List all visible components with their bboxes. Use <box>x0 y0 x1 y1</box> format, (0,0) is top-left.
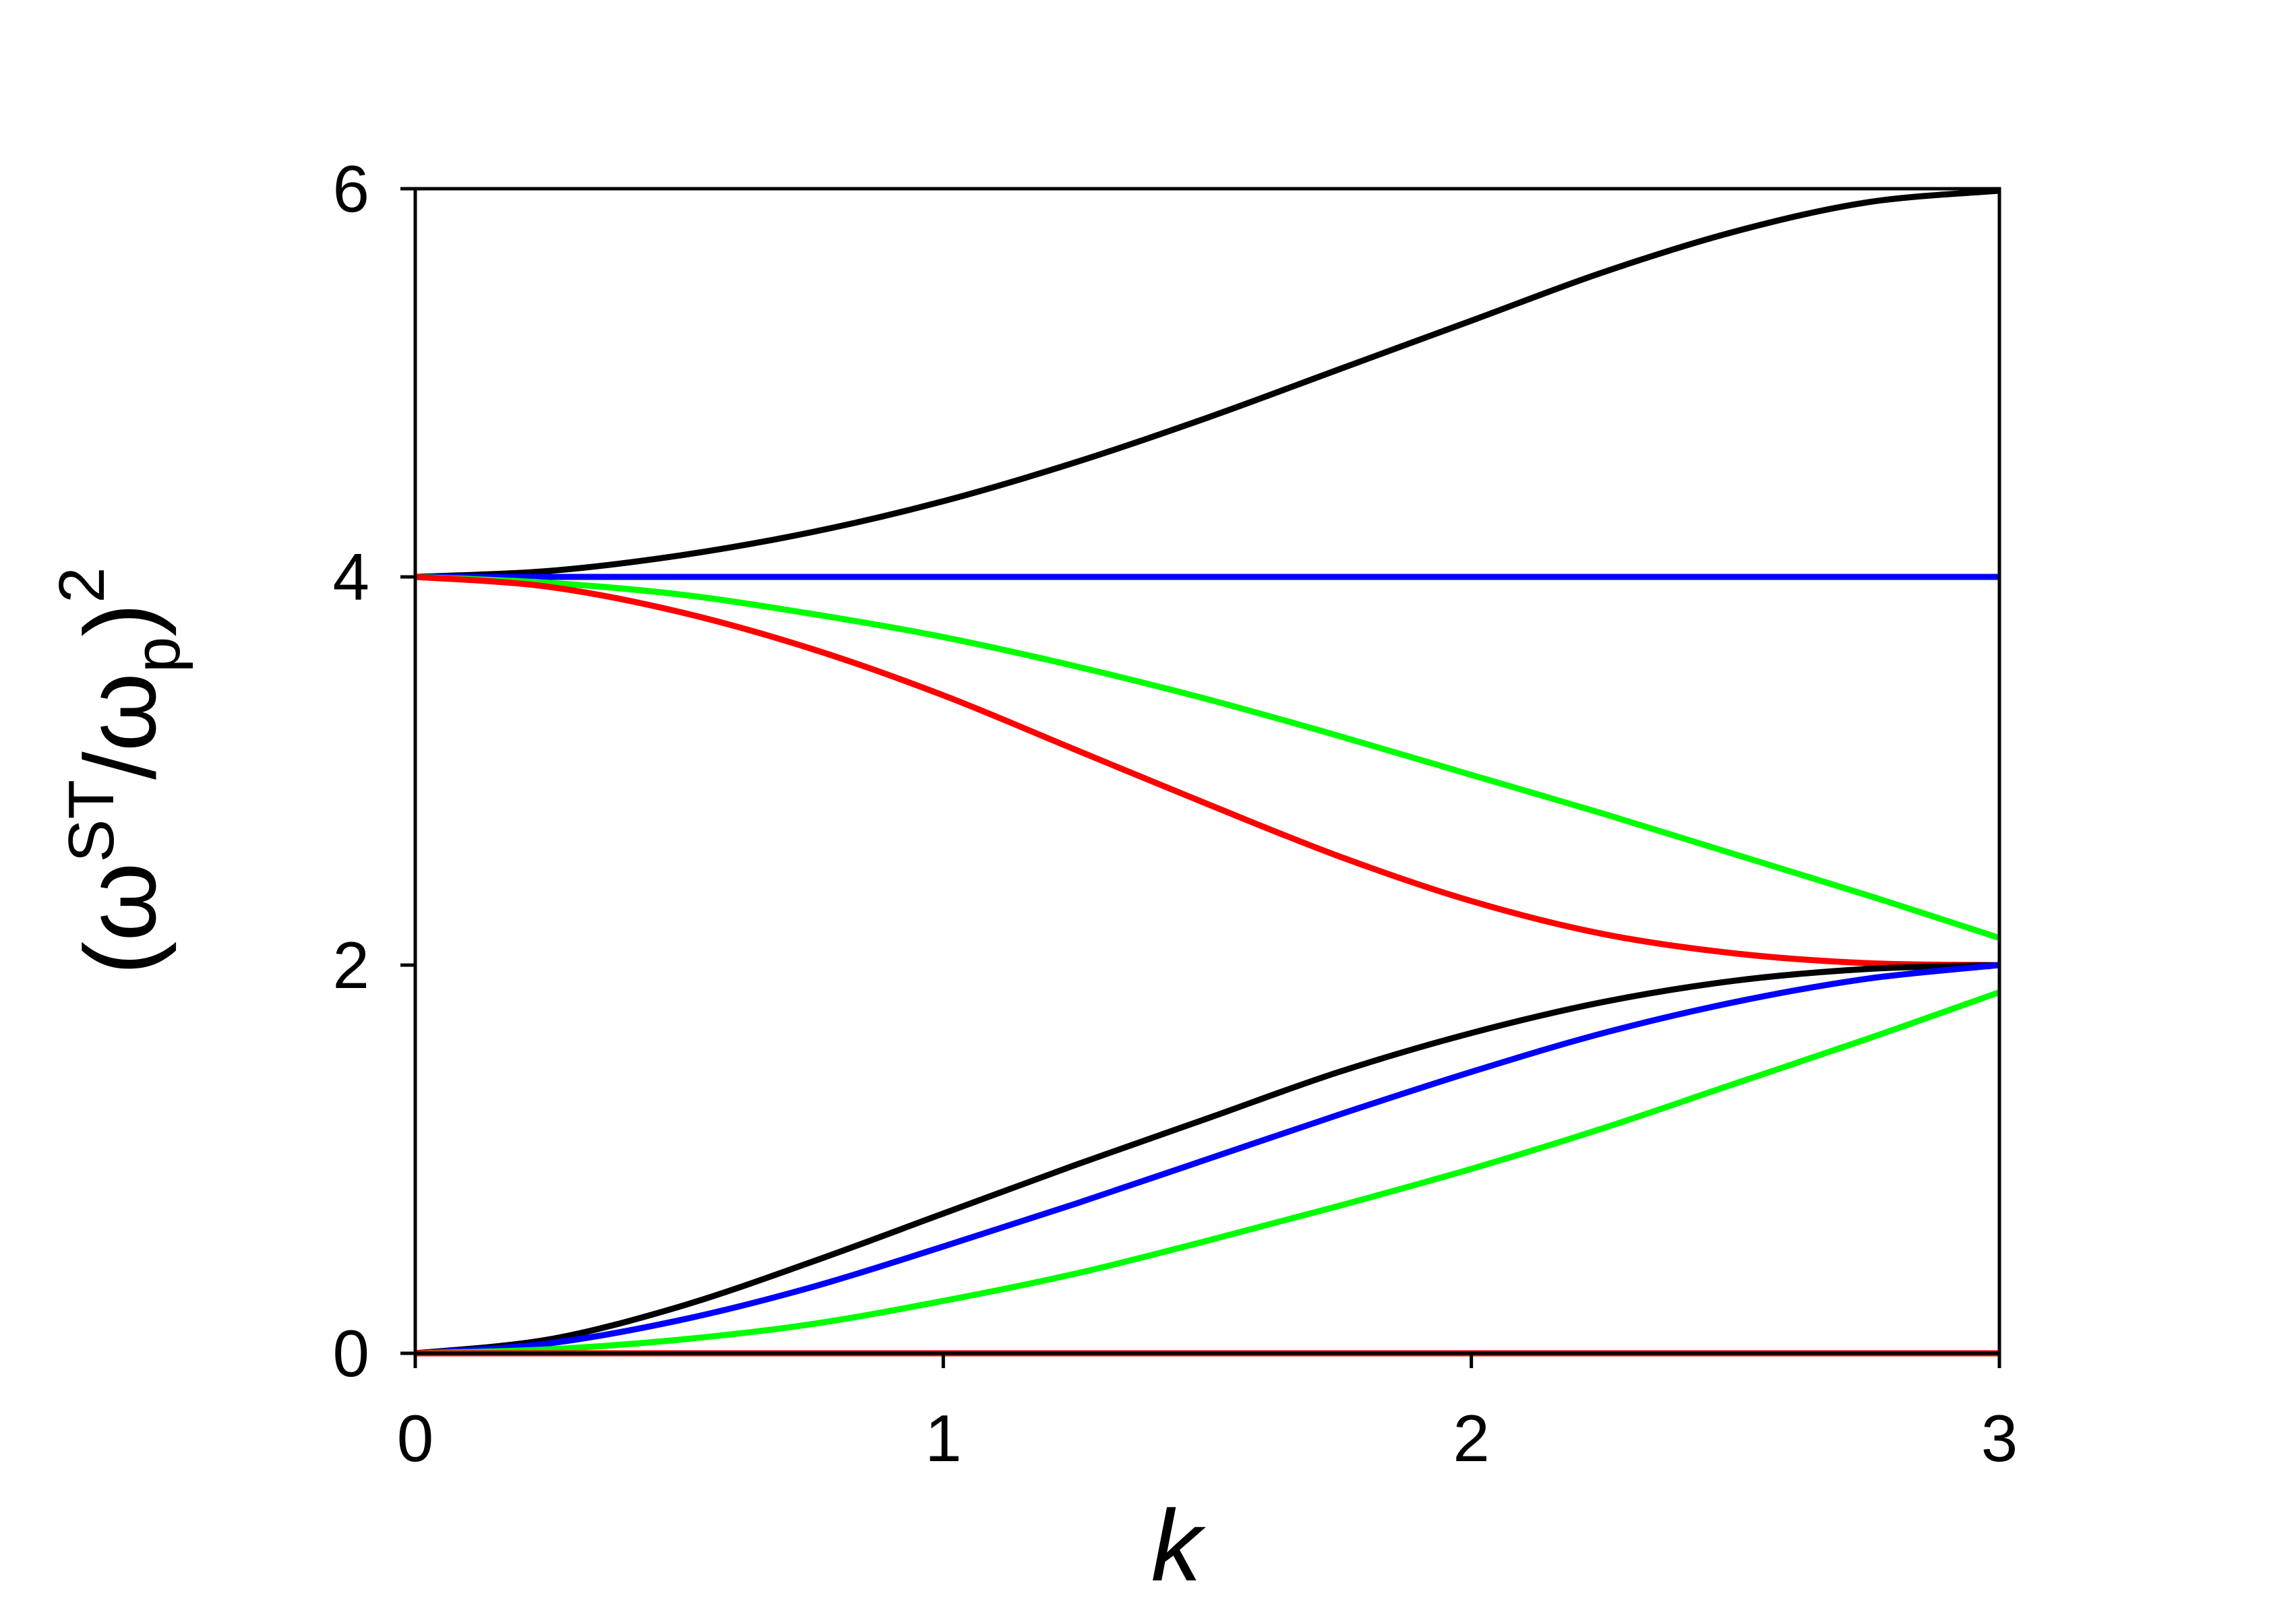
y-label-subscript: p <box>121 637 193 673</box>
svg-text:(ωST/ωp)2: (ωST/ωp)2 <box>46 567 193 975</box>
x-tick-label: 3 <box>1981 1401 2018 1475</box>
y-label-close-paren: ) <box>63 603 177 637</box>
plot-frame <box>413 187 2001 1355</box>
y-tick-label: 0 <box>332 1316 369 1390</box>
y-label-omega-p: ω <box>63 673 177 751</box>
series-line-3 <box>415 574 2001 941</box>
y-axis-label: (ωST/ωp)2 <box>46 567 193 975</box>
series-line-6 <box>415 962 2000 1357</box>
y-tick-label: 6 <box>332 152 369 226</box>
series-line-1 <box>415 187 2000 580</box>
series-line-7 <box>415 989 2001 1357</box>
y-label-omega: ω <box>63 863 177 942</box>
x-tick-label: 1 <box>925 1401 962 1475</box>
y-label-open-paren: ( <box>63 942 177 975</box>
x-tick-label: 0 <box>397 1401 434 1475</box>
series-line-5 <box>415 962 2000 1357</box>
tick-layer: 0 1 2 3 0 2 4 6 <box>332 152 2018 1475</box>
y-label-superscript: ST <box>55 780 127 863</box>
series-layer <box>415 187 2001 1357</box>
y-label-power: 2 <box>46 567 118 603</box>
x-tick-label: 2 <box>1453 1401 1490 1475</box>
x-axis-label: k <box>1151 1489 1207 1602</box>
series-line-4 <box>415 574 2000 968</box>
y-tick-label: 4 <box>332 540 369 614</box>
y-tick-label: 2 <box>332 928 369 1002</box>
y-label-slash: / <box>63 751 177 780</box>
